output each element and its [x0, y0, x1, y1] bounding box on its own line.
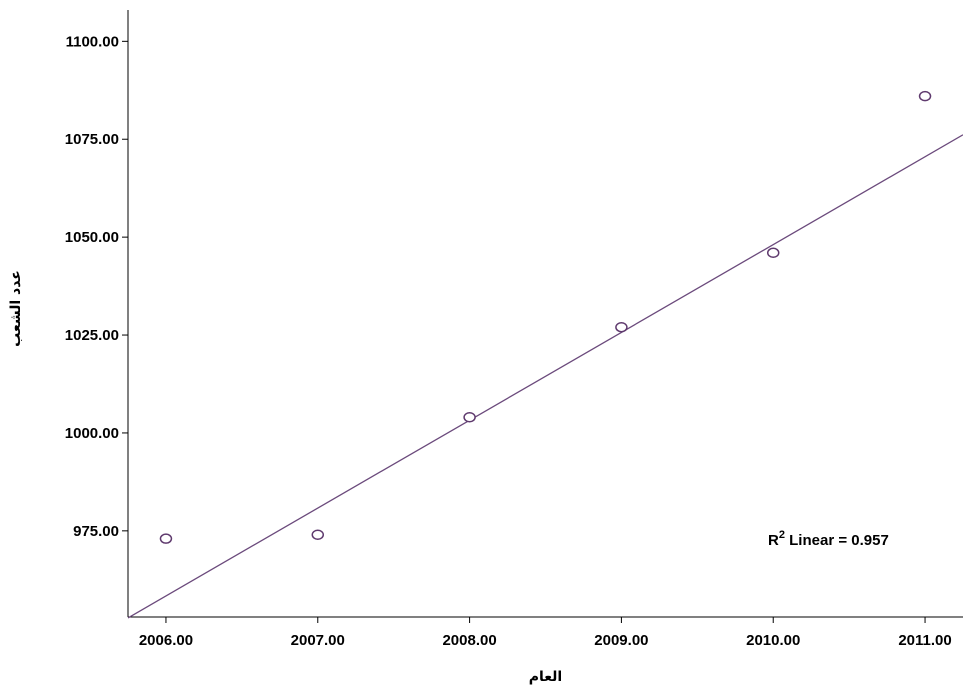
- y-tick-label: 975.00: [73, 523, 119, 540]
- y-tick-label: 1025.00: [65, 327, 119, 344]
- x-tick-label: 2007.00: [291, 632, 345, 649]
- data-point: [918, 90, 932, 102]
- data-point: [311, 529, 325, 541]
- y-axis-label: عدد الشعب: [8, 270, 24, 347]
- y-tick-label: 1000.00: [65, 425, 119, 442]
- x-axis-label: العام: [529, 669, 562, 685]
- tick-group: 2006.00 2007.00 2008.00 2009.00 2010.00 2011.…: [65, 33, 952, 649]
- r-squared-annotation: R2 Linear = 0.957: [768, 529, 889, 549]
- axes: [127, 10, 963, 618]
- x-tick-label: 2008.00: [442, 632, 496, 649]
- data-point: [766, 247, 780, 259]
- y-tick-label: 1100.00: [66, 33, 119, 50]
- annotation-suffix: Linear = 0.957: [785, 532, 889, 549]
- y-tick-label: 1075.00: [65, 131, 119, 148]
- fit-line: [127, 134, 963, 619]
- annotation-prefix: R: [768, 532, 779, 549]
- y-tick-label: 1050.00: [65, 229, 119, 246]
- data-point: [615, 321, 628, 333]
- x-tick-label: 2010.00: [746, 632, 800, 649]
- x-tick-label: 2011.00: [898, 632, 951, 649]
- x-tick-label: 2009.00: [594, 632, 648, 649]
- data-point: [463, 412, 476, 423]
- x-tick-label: 2006.00: [139, 632, 193, 649]
- annotation-superscript: 2: [779, 529, 785, 541]
- points-group: [159, 90, 932, 544]
- data-point: [159, 533, 173, 544]
- fit-line-group: [127, 134, 963, 619]
